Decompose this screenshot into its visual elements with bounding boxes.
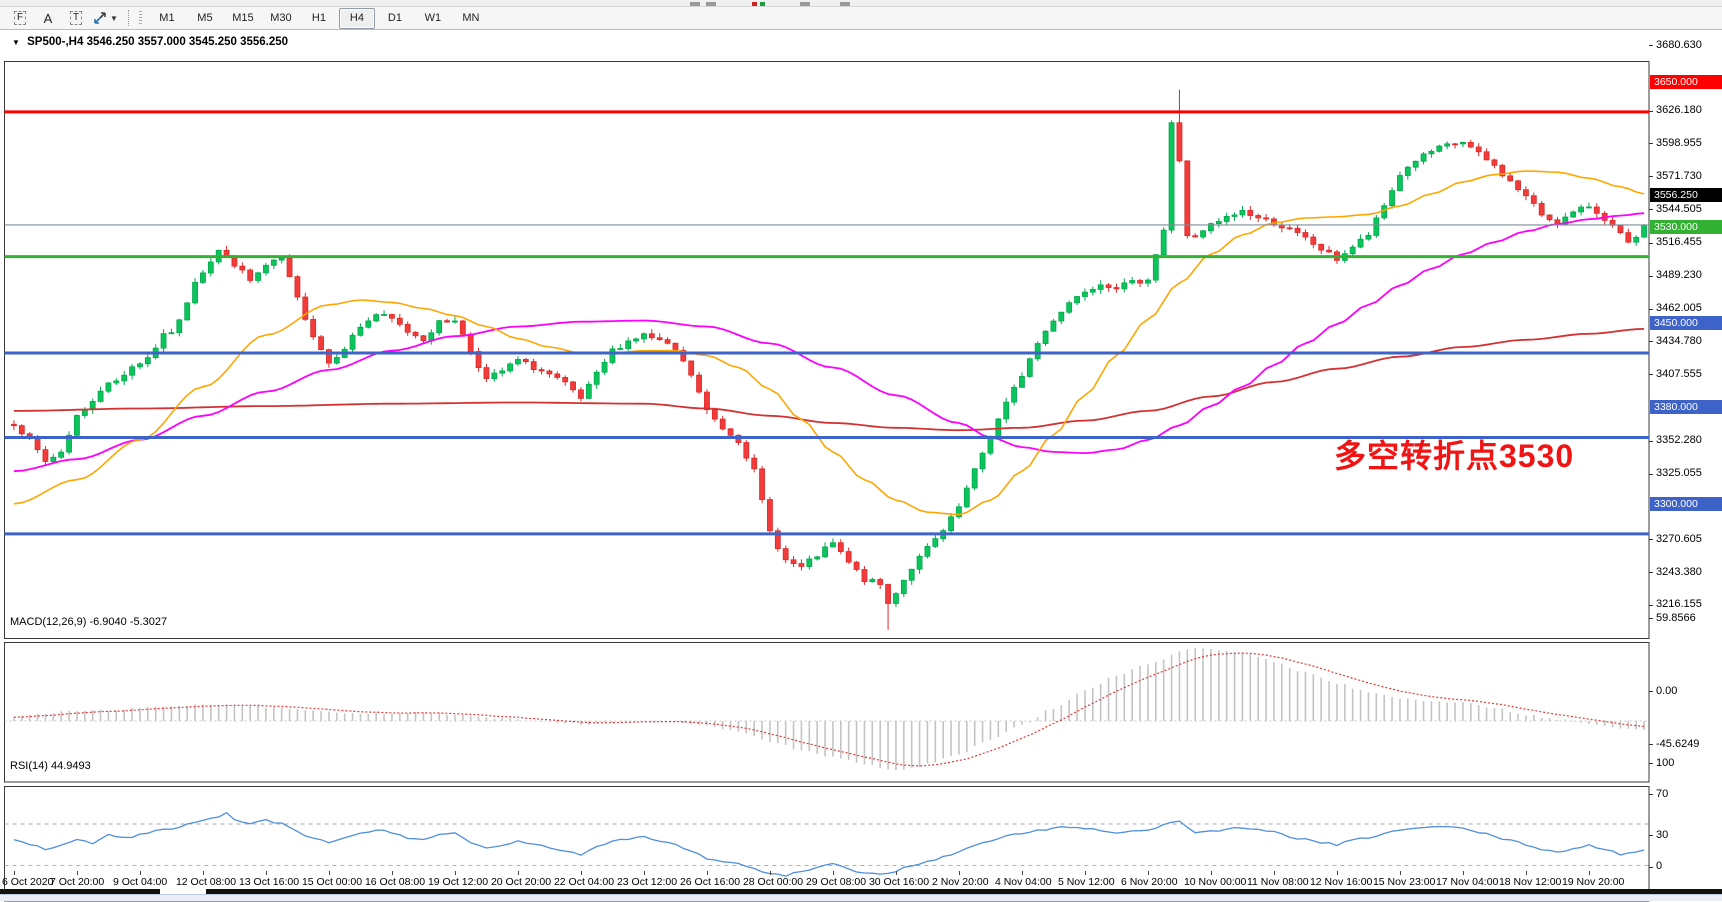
timeframe-button-group: M1 M5 M15 M30 H1 H4 D1 W1 MN xyxy=(148,7,490,29)
chart-window xyxy=(0,30,1722,902)
clipped-sell-mark xyxy=(752,2,757,6)
timeframe-button-h4[interactable]: H4 xyxy=(338,7,375,29)
collapse-triangle-icon[interactable]: ▼ xyxy=(12,38,20,47)
status-strip xyxy=(0,894,1722,901)
draw-arrows-icon xyxy=(94,12,106,24)
chart-toolbar: F A T ▼ M1 M5 M15 M30 H1 H4 D1 W1 MN xyxy=(0,7,1722,30)
timeframe-button-m15[interactable]: M15 xyxy=(232,12,254,24)
chevron-down-icon: ▼ xyxy=(110,13,118,23)
toolbar-grip-handle[interactable] xyxy=(138,10,142,26)
timeframe-button-m30[interactable]: M30 xyxy=(270,12,292,24)
clipped-buy-mark xyxy=(760,2,765,6)
horizontal-scrollbar[interactable] xyxy=(0,889,1722,894)
price-chart-canvas[interactable] xyxy=(4,61,1650,639)
chart-title: ▼ SP500-,H4 3546.250 3557.000 3545.250 3… xyxy=(12,36,288,48)
scrollbar-thumb-gap xyxy=(160,889,206,894)
letter-a-icon: A xyxy=(43,10,53,26)
timeframe-button-d1[interactable]: D1 xyxy=(387,12,402,24)
timeframe-button-h1[interactable]: H1 xyxy=(311,12,326,24)
rsi-panel-canvas[interactable] xyxy=(4,786,1650,902)
clipped-button xyxy=(800,2,810,6)
timeframe-button-w1[interactable]: W1 xyxy=(424,12,442,24)
clipped-button xyxy=(840,2,850,6)
timeframe-button-mn[interactable]: MN xyxy=(462,12,480,24)
annotation-text: 多空转折点3530 xyxy=(1334,438,1575,474)
macd-indicator-label: MACD(12,26,9) -6.9040 -5.3027 xyxy=(10,616,168,628)
ohlc-values: 3546.250 3557.000 3545.250 3556.250 xyxy=(86,36,289,48)
indicator-window-button[interactable]: F xyxy=(8,8,32,29)
timeframe-button-m1[interactable]: M1 xyxy=(159,12,175,24)
arrow-objects-button[interactable]: ▼ xyxy=(92,8,119,29)
symbol-name: SP500-,H4 xyxy=(27,36,84,48)
clipped-button xyxy=(690,2,700,6)
text-t-icon: T xyxy=(69,11,83,25)
macd-panel-canvas[interactable] xyxy=(4,642,1650,783)
grid-f-icon: F xyxy=(13,11,27,25)
rsi-indicator-label: RSI(14) 44.9493 xyxy=(10,760,91,772)
timeframe-button-m5[interactable]: M5 xyxy=(197,12,213,24)
clipped-button xyxy=(706,2,716,6)
toolbar-separator xyxy=(127,10,130,26)
candles xyxy=(11,89,1647,630)
text-label-button[interactable]: T xyxy=(64,8,88,29)
upper-toolbar-clipped xyxy=(0,0,1722,7)
font-button[interactable]: A xyxy=(36,8,60,29)
